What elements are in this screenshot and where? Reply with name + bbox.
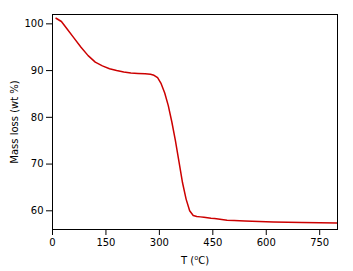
svg-text:100: 100 — [24, 18, 43, 29]
svg-text:90: 90 — [31, 65, 44, 76]
svg-text:Mass loss (wt %): Mass loss (wt %) — [9, 80, 20, 164]
svg-text:60: 60 — [31, 205, 44, 216]
svg-text:150: 150 — [96, 237, 115, 248]
svg-text:0: 0 — [49, 237, 55, 248]
svg-text:750: 750 — [310, 237, 329, 248]
svg-text:T (⁰C): T (⁰C) — [180, 255, 209, 266]
svg-text:600: 600 — [257, 237, 276, 248]
svg-text:70: 70 — [31, 158, 44, 169]
svg-text:450: 450 — [203, 237, 222, 248]
svg-text:80: 80 — [31, 112, 44, 123]
svg-text:300: 300 — [150, 237, 169, 248]
